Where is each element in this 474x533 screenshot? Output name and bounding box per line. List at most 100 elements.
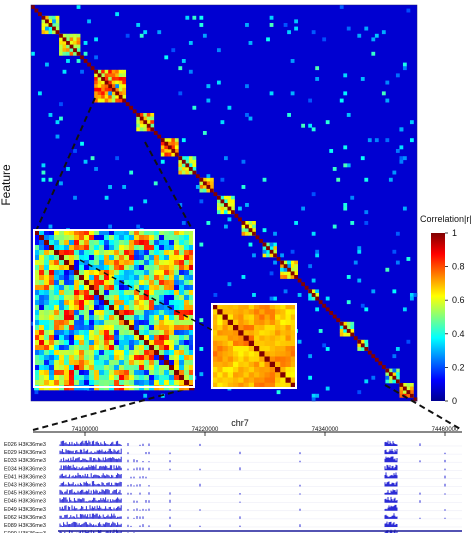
inset-cell bbox=[94, 280, 100, 286]
inset-cell bbox=[129, 230, 135, 236]
heatmap-diagonal-cell bbox=[406, 390, 411, 395]
heatmap-cell bbox=[339, 329, 344, 333]
inset-cell bbox=[154, 305, 160, 311]
inset-cell bbox=[89, 365, 95, 371]
heatmap-cell bbox=[153, 181, 158, 186]
inset-cell bbox=[44, 275, 50, 281]
inset-cell bbox=[109, 340, 115, 346]
inset-cell bbox=[84, 360, 90, 366]
heatmap-cell bbox=[139, 120, 144, 125]
inset-cell bbox=[184, 345, 190, 351]
inset-cell bbox=[89, 235, 95, 241]
heatmap-diagonal-cell bbox=[392, 375, 397, 380]
heatmap-cell bbox=[94, 73, 98, 78]
inset-cell bbox=[114, 270, 120, 276]
inset-cell bbox=[290, 304, 297, 310]
inset-cell bbox=[154, 285, 160, 291]
heatmap-cell bbox=[395, 260, 400, 265]
inset-cell bbox=[259, 340, 265, 347]
heatmap-cell bbox=[388, 375, 393, 380]
heatmap-cell bbox=[66, 59, 70, 63]
inset-cell bbox=[79, 275, 85, 281]
inset-cell bbox=[49, 375, 55, 381]
inset-cell bbox=[134, 280, 140, 286]
heatmap-cell bbox=[220, 195, 225, 200]
heatmap-cell bbox=[69, 37, 74, 42]
heatmap-cell bbox=[83, 51, 88, 56]
inset-cell bbox=[159, 310, 165, 316]
inset-cell bbox=[164, 350, 170, 356]
inset-cell bbox=[49, 260, 55, 266]
inset-cell bbox=[144, 265, 150, 271]
inset-cell bbox=[129, 315, 135, 321]
heatmap-diagonal-cell bbox=[118, 95, 123, 99]
inset-cell bbox=[129, 330, 135, 336]
inset-cell bbox=[248, 361, 255, 368]
heatmap-cell bbox=[238, 206, 242, 211]
heatmap-cell bbox=[178, 170, 183, 175]
inset-cell bbox=[139, 380, 145, 386]
heatmap-cell bbox=[104, 95, 109, 99]
heatmap-cell bbox=[164, 149, 169, 153]
inset-cell bbox=[99, 255, 105, 261]
inset-cell bbox=[139, 230, 145, 236]
inset-cell bbox=[64, 305, 70, 311]
inset-cell bbox=[124, 365, 130, 371]
inset-cell bbox=[44, 250, 50, 256]
heatmap-diagonal-cell bbox=[304, 285, 309, 290]
heatmap-cell bbox=[62, 69, 67, 74]
inset-cell bbox=[290, 367, 297, 373]
heatmap-cell bbox=[262, 177, 267, 182]
heatmap-cell bbox=[311, 30, 316, 35]
heatmap-cell bbox=[357, 33, 362, 38]
inset-connector bbox=[79, 259, 213, 331]
inset-cell bbox=[259, 330, 265, 336]
heatmap-cell bbox=[346, 325, 351, 330]
inset-cell bbox=[248, 372, 255, 378]
heatmap-cell bbox=[66, 33, 70, 38]
inset-cell bbox=[54, 360, 60, 366]
inset-cell bbox=[169, 275, 175, 281]
heatmap-cell bbox=[290, 91, 295, 96]
inset-cell bbox=[222, 335, 229, 342]
heatmap-cell bbox=[399, 386, 404, 391]
inset-cell bbox=[149, 320, 155, 326]
heatmap-cell bbox=[160, 149, 165, 153]
heatmap-cell bbox=[206, 174, 211, 179]
inset-cell bbox=[44, 280, 50, 286]
heatmap-cell bbox=[199, 372, 204, 377]
inset-cell bbox=[184, 235, 190, 241]
inset-cell bbox=[59, 310, 65, 316]
inset-cell bbox=[212, 335, 218, 342]
heatmap-cell bbox=[392, 372, 397, 377]
inset-cell bbox=[59, 255, 65, 261]
inset-cell bbox=[248, 377, 255, 384]
heatmap-cell bbox=[59, 44, 63, 49]
inset-cell bbox=[184, 350, 190, 356]
inset-cell bbox=[49, 340, 55, 346]
inset-cell bbox=[74, 335, 80, 341]
inset-cell bbox=[227, 319, 234, 326]
inset-cell bbox=[264, 372, 271, 378]
inset-cell bbox=[119, 305, 125, 311]
inset-cell bbox=[64, 320, 70, 326]
inset-cell bbox=[34, 240, 40, 246]
inset-cell bbox=[233, 382, 239, 389]
inset-cell bbox=[259, 372, 265, 378]
inset-cell bbox=[264, 346, 271, 352]
inset-cell bbox=[233, 325, 239, 331]
heatmap-cell bbox=[332, 224, 337, 229]
heatmap-cell bbox=[76, 59, 81, 63]
heatmap-cell bbox=[55, 19, 60, 24]
inset-cell bbox=[259, 335, 265, 342]
heatmap-cell bbox=[402, 156, 407, 161]
heatmap-cell bbox=[283, 260, 288, 265]
heatmap-cell bbox=[199, 347, 204, 351]
inset-cell bbox=[169, 375, 175, 381]
heatmap-cell bbox=[199, 15, 204, 20]
heatmap-cell bbox=[339, 98, 344, 103]
inset-cell bbox=[49, 350, 55, 356]
inset-cell bbox=[154, 230, 160, 236]
heatmap-cell bbox=[315, 293, 320, 297]
heatmap-cell bbox=[216, 206, 221, 211]
